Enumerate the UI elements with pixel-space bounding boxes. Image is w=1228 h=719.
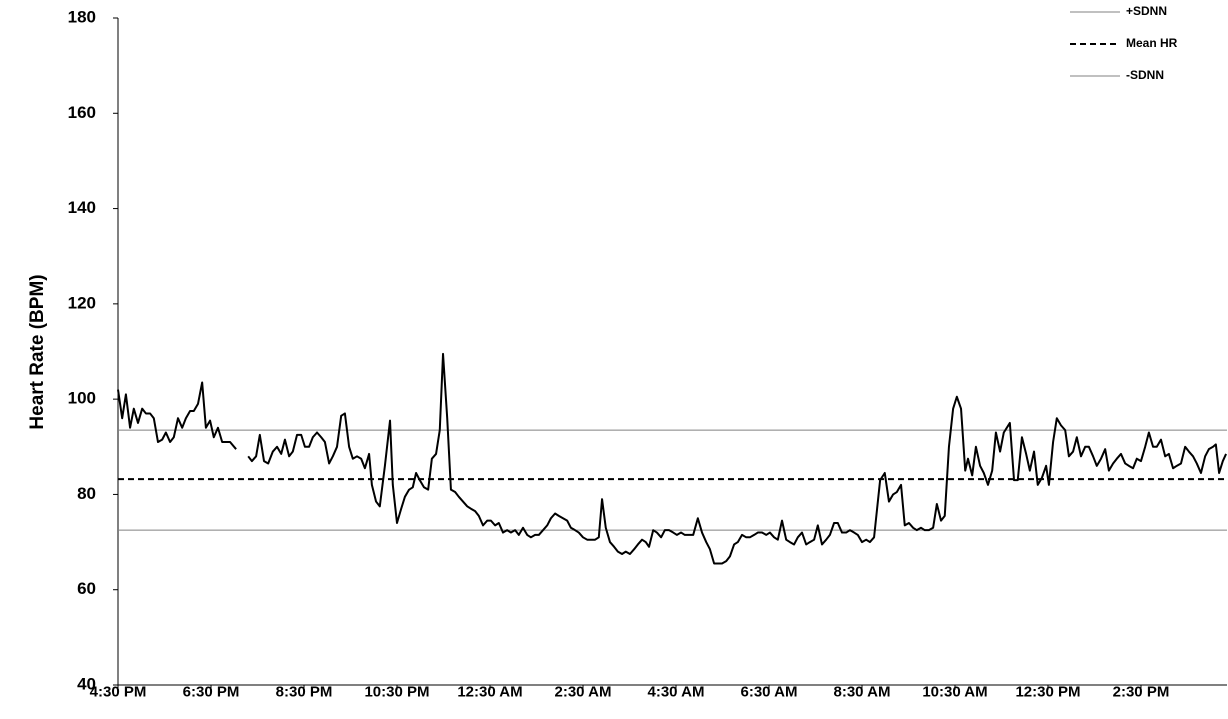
x-tick-label: 2:30 AM	[555, 683, 612, 700]
legend-label: +SDNN	[1126, 4, 1167, 18]
y-tick-label: 140	[68, 198, 96, 217]
legend-label: -SDNN	[1126, 68, 1164, 82]
x-tick-label: 10:30 AM	[922, 683, 987, 700]
y-tick-label: 180	[68, 7, 96, 26]
x-tick-label: 2:30 PM	[1113, 683, 1170, 700]
x-tick-label: 4:30 AM	[648, 683, 705, 700]
y-tick-label: 40	[77, 674, 96, 693]
y-tick-label: 80	[77, 484, 96, 503]
y-axis-label: Heart Rate (BPM)	[27, 274, 48, 429]
x-tick-label: 12:30 PM	[1015, 683, 1080, 700]
x-tick-label: 8:30 PM	[276, 683, 333, 700]
legend-label: Mean HR	[1126, 36, 1178, 50]
y-tick-label: 160	[68, 103, 96, 122]
x-tick-label: 6:30 AM	[741, 683, 798, 700]
x-tick-label: 6:30 PM	[183, 683, 240, 700]
y-tick-label: 100	[68, 389, 96, 408]
x-tick-label: 8:30 AM	[833, 683, 890, 700]
x-tick-label: 10:30 PM	[364, 683, 429, 700]
heart-rate-line	[117, 352, 1227, 565]
y-tick-label: 60	[77, 579, 96, 598]
x-tick-label: 4:30 PM	[90, 683, 147, 700]
y-tick-label: 120	[68, 293, 96, 312]
x-tick-label: 12:30 AM	[457, 683, 522, 700]
